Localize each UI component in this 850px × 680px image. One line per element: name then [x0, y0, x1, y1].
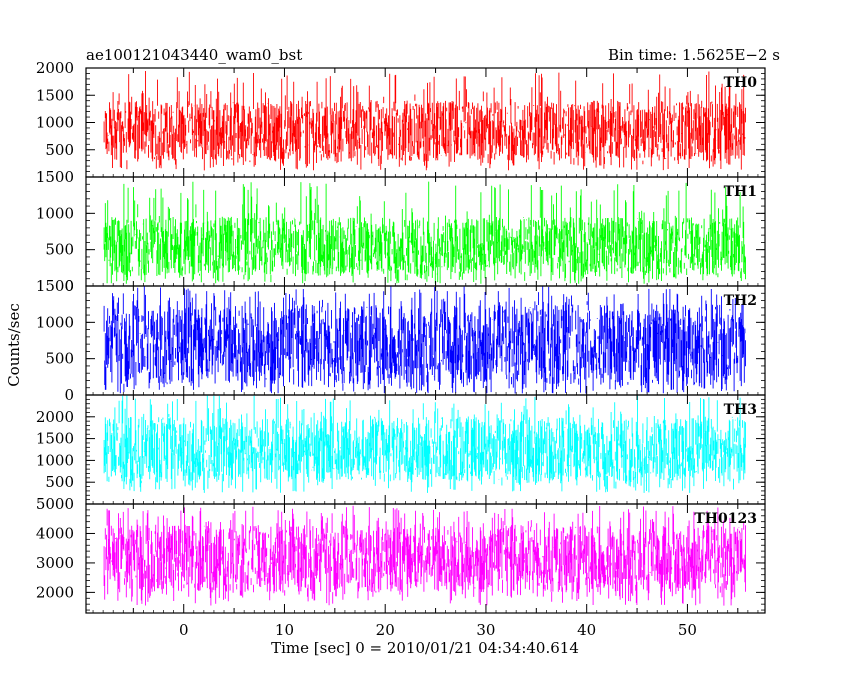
x-tick-label: 30 [476, 621, 495, 639]
y-tick-label: 0 [64, 386, 74, 404]
y-tick-label: 3000 [36, 554, 74, 572]
x-tick-label: 20 [376, 621, 395, 639]
y-tick-label: 1000 [36, 114, 74, 132]
y-tick-label: 1000 [36, 451, 74, 469]
chart-subtitle: Bin time: 1.5625E−2 s [608, 46, 780, 64]
x-tick-label: 0 [179, 621, 189, 639]
y-tick-label: 1500 [36, 277, 74, 295]
x-tick-label: 10 [275, 621, 294, 639]
y-tick-label: 500 [45, 350, 74, 368]
y-tick-label: 500 [45, 241, 74, 259]
chart-title: ae100121043440_wam0_bst [86, 46, 302, 64]
panel-stack: 500100015002000TH0050010001500TH10500100… [36, 59, 766, 639]
y-tick-label: 1000 [36, 313, 74, 331]
y-axis-label: Counts/sec [5, 303, 23, 387]
y-tick-label: 500 [45, 141, 74, 159]
x-axis-label: Time [sec] 0 = 2010/01/21 04:34:40.614 [271, 639, 579, 657]
y-tick-label: 2000 [36, 59, 74, 77]
panel-label: TH3 [724, 402, 757, 418]
y-tick-label: 4000 [36, 524, 74, 542]
panel-label: TH0 [724, 75, 758, 91]
y-tick-label: 2000 [36, 583, 74, 601]
series-th0123 [103, 505, 746, 606]
panel-th0123: 2000 3000 4000 5000 TH0123 [36, 495, 766, 614]
panel-label: TH0123 [694, 511, 757, 527]
y-tick-label: 1500 [36, 430, 74, 448]
y-tick-label: 5000 [36, 495, 74, 513]
y-tick-label: 1000 [36, 204, 74, 222]
panel-label: TH2 [724, 293, 757, 309]
panel-th0: 500 1000 1500 2000 TH0 [36, 59, 766, 178]
y-tick-label: 1500 [36, 86, 74, 104]
series-th0 [103, 71, 746, 171]
y-tick-label: 1500 [36, 168, 74, 186]
series-th2 [103, 286, 746, 394]
panel-th1: 0 500 1000 1500 TH1 [36, 168, 766, 295]
series-th3 [103, 395, 746, 493]
series-th1 [103, 181, 746, 284]
y-tick-label: 500 [45, 473, 74, 491]
x-tick-label: 50 [678, 621, 697, 639]
x-tick-label: 40 [577, 621, 596, 639]
y-tick-label: 2000 [36, 408, 74, 426]
panel-th3: 500 1000 1500 2000 TH3 [36, 394, 766, 505]
panel-th2: 0 500 1000 1500 TH2 [36, 277, 766, 404]
panel-label: TH1 [724, 184, 757, 200]
y-tick-label: 0 [64, 277, 74, 295]
